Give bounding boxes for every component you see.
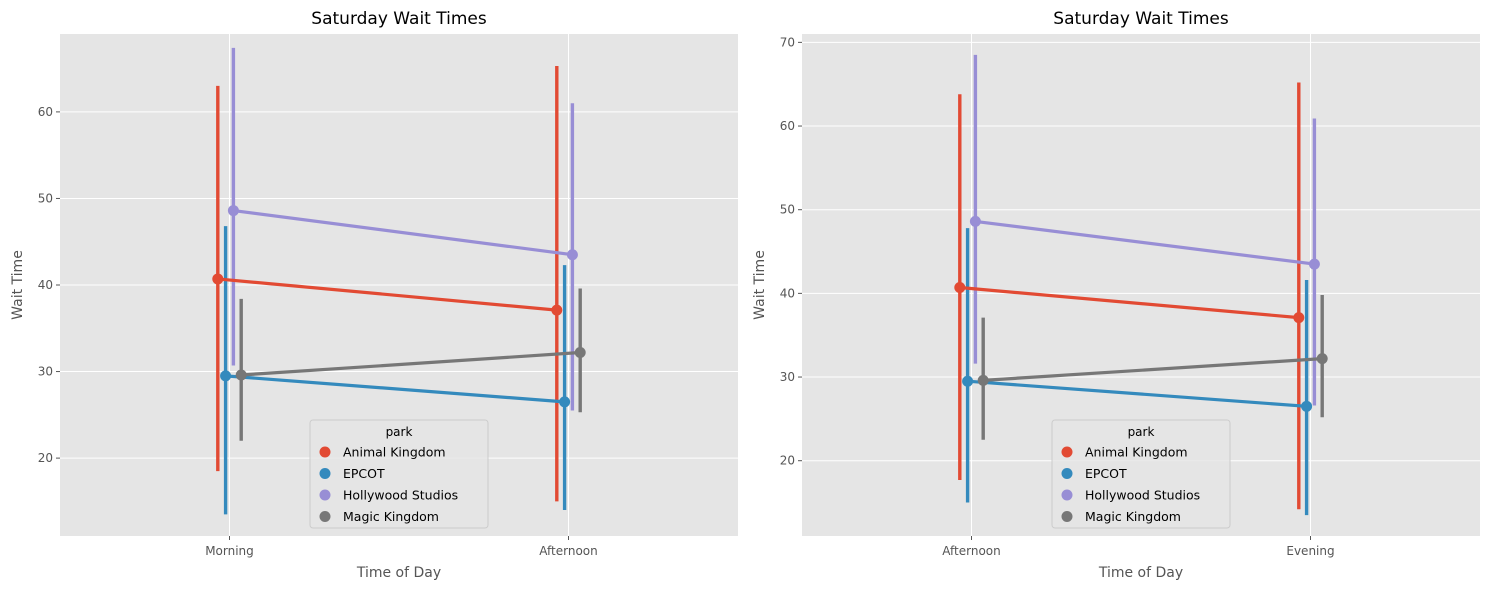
legend: park Animal Kingdom EPCOT Hollywood Studios… (309, 419, 489, 529)
legend-marker (1061, 511, 1073, 522)
series-line-magic-kingdom (235, 347, 586, 381)
legend-entry-hollywood-studios: Hollywood Studios (1061, 488, 1200, 503)
legend-label: Magic Kingdom (1085, 509, 1181, 524)
data-point (1308, 258, 1320, 270)
y-tick-label: 40 (38, 278, 53, 292)
series-line (241, 350, 581, 377)
data-point (969, 215, 981, 227)
chart-panel-2: 20 30 40 50 60 70 Afternoon Evening Saturday Wai… (752, 9, 1480, 581)
data-point (1316, 353, 1328, 365)
y-axis-label: Wait Time (752, 250, 768, 320)
legend-label: Hollywood Studios (343, 488, 458, 503)
y-axis-label: Wait Time (10, 250, 26, 320)
y-tick-label: 30 (780, 370, 795, 384)
series-line-magic-kingdom (977, 353, 1328, 386)
series-epcot (223, 226, 567, 515)
data-point (1293, 312, 1305, 324)
x-tick-label: Afternoon (539, 544, 598, 558)
legend-label: Hollywood Studios (1085, 488, 1200, 503)
chart-title: Saturday Wait Times (311, 9, 487, 29)
data-point (227, 205, 239, 217)
data-point (566, 249, 578, 261)
y-tick-label: 40 (780, 286, 795, 300)
legend-label: EPCOT (1085, 466, 1127, 481)
legend-label: Magic Kingdom (343, 509, 439, 524)
data-point (559, 396, 571, 408)
y-tick-label: 50 (38, 191, 53, 205)
legend-marker (1061, 489, 1073, 501)
y-tick-label: 20 (38, 451, 53, 465)
y-tick-label: 20 (780, 454, 795, 468)
data-point (977, 374, 989, 386)
x-tick-label: Afternoon (942, 544, 1001, 558)
legend-entry-hollywood-studios: Hollywood Studios (319, 488, 458, 503)
data-point (212, 273, 224, 285)
y-tick-label: 30 (38, 365, 53, 379)
legend-marker (319, 446, 331, 458)
x-tick-label: Morning (205, 544, 254, 558)
legend-marker (319, 511, 331, 522)
legend-entry-magic-kingdom: Magic Kingdom (319, 509, 439, 524)
y-tick-label: 70 (780, 35, 795, 49)
legend-entry-animal-kingdom: Animal Kingdom (1061, 445, 1188, 460)
series-line-hollywood-studios (227, 205, 578, 261)
legend-entry-animal-kingdom: Animal Kingdom (319, 445, 446, 460)
y-tick-label: 60 (38, 105, 53, 119)
x-axis-label: Time of Day (356, 565, 441, 581)
y-tick-label: 50 (780, 203, 795, 217)
legend-box (1051, 419, 1231, 529)
legend-marker (319, 468, 331, 479)
legend-entry-epcot: EPCOT (319, 466, 385, 481)
series-epcot (965, 228, 1309, 516)
data-point (574, 347, 586, 359)
legend-marker (319, 489, 331, 501)
chart-title: Saturday Wait Times (1053, 9, 1229, 29)
legend-label: Animal Kingdom (1085, 445, 1188, 460)
legend-label: EPCOT (343, 466, 385, 481)
series-line-hollywood-studios (969, 215, 1320, 270)
legend-entry-magic-kingdom: Magic Kingdom (1061, 509, 1181, 524)
legend-marker (1061, 446, 1073, 458)
series-line-epcot (962, 375, 1313, 412)
legend-box (309, 419, 489, 529)
legend: park Animal Kingdom EPCOT Hollywood Studios… (1051, 419, 1231, 529)
chart-panel-1: 20 30 40 50 60 Morning Afternoon Saturday Wait … (10, 9, 738, 581)
series-line (217, 277, 557, 312)
data-point (220, 370, 232, 382)
x-tick-label: Evening (1286, 544, 1334, 558)
legend-marker (1061, 468, 1073, 479)
series-line (975, 219, 1315, 266)
series-line (233, 208, 573, 257)
series-line (225, 374, 565, 404)
series-line (983, 357, 1323, 382)
data-point (235, 369, 247, 381)
legend-entry-epcot: EPCOT (1061, 466, 1127, 481)
y-tick-label: 60 (780, 119, 795, 133)
series-line (967, 379, 1307, 408)
legend-label: Animal Kingdom (343, 445, 446, 460)
series-line-animal-kingdom (954, 282, 1305, 324)
series-line-epcot (220, 370, 571, 408)
legend-title: park (1128, 425, 1155, 439)
series-line (959, 285, 1299, 320)
x-axis-label: Time of Day (1098, 565, 1183, 581)
data-point (551, 304, 563, 316)
data-point (962, 375, 974, 387)
legend-title: park (386, 425, 413, 439)
series-line-animal-kingdom (212, 273, 563, 316)
data-point (1301, 400, 1313, 412)
data-point (954, 282, 966, 294)
